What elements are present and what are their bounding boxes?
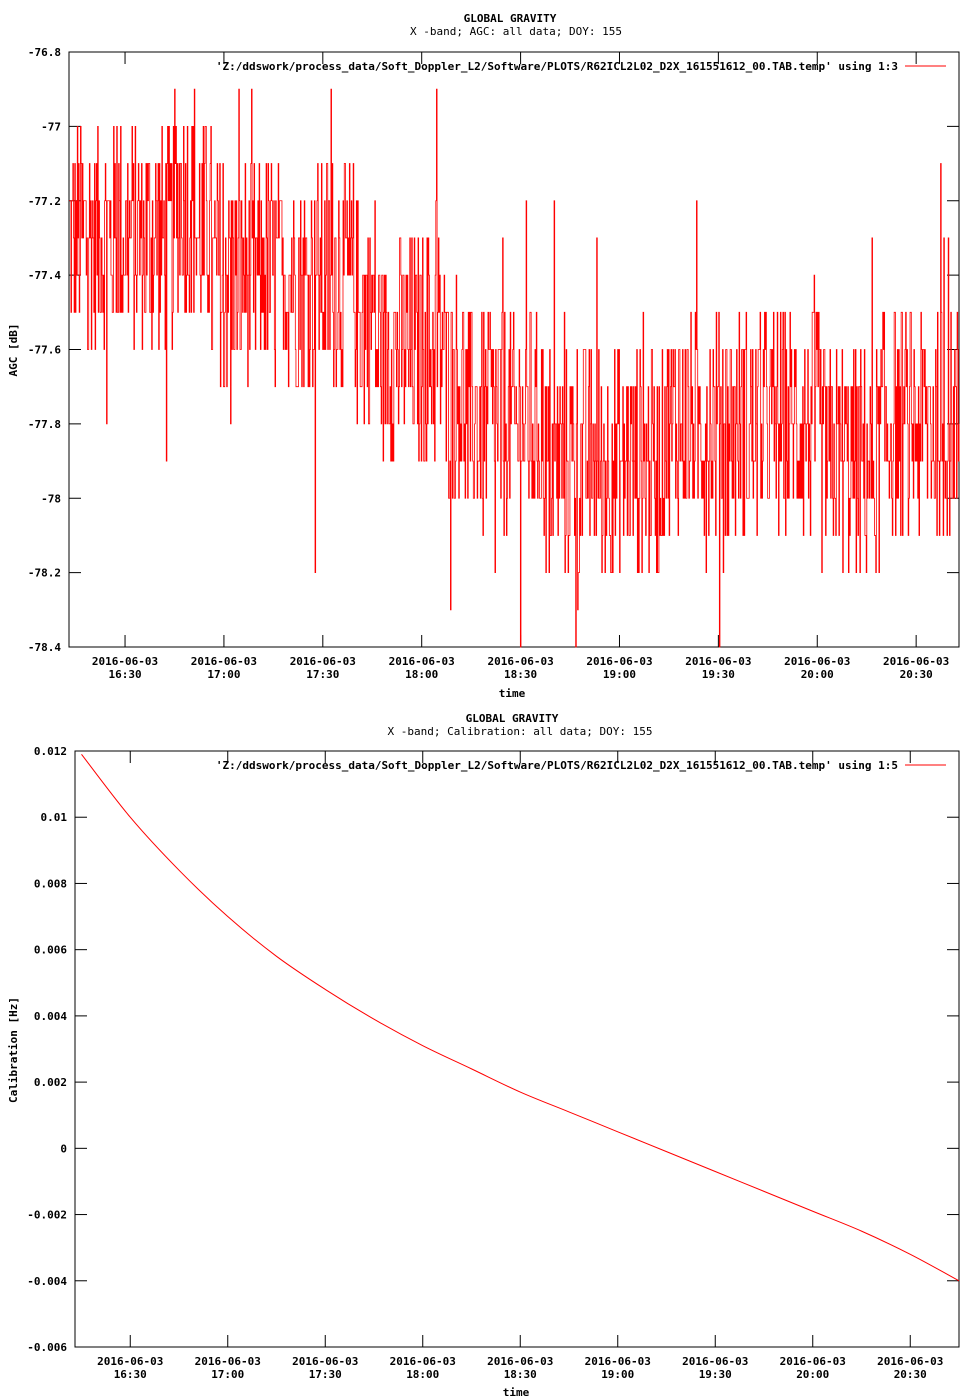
x-tick-date: 2016-06-03 bbox=[883, 655, 949, 668]
chart-title-line1: GLOBAL GRAVITY bbox=[464, 12, 557, 25]
x-tick-time: 19:30 bbox=[699, 1368, 732, 1381]
x-tick-time: 17:00 bbox=[211, 1368, 244, 1381]
y-tick-label: -78.4 bbox=[28, 641, 61, 654]
x-tick-time: 18:30 bbox=[504, 668, 537, 681]
x-tick-time: 19:00 bbox=[603, 668, 636, 681]
x-tick-date: 2016-06-03 bbox=[487, 1355, 553, 1368]
plot-frame bbox=[74, 750, 960, 1348]
x-tick-time: 16:30 bbox=[108, 668, 141, 681]
y-tick-label: 0.008 bbox=[34, 877, 67, 890]
y-tick-label: -0.006 bbox=[27, 1341, 67, 1354]
y-tick-label: 0.002 bbox=[34, 1076, 67, 1089]
x-tick-date: 2016-06-03 bbox=[97, 1355, 163, 1368]
x-tick-time: 17:30 bbox=[309, 1368, 342, 1381]
x-tick-date: 2016-06-03 bbox=[586, 655, 652, 668]
y-tick-label: -77.8 bbox=[28, 418, 61, 431]
y-tick-label: 0.006 bbox=[34, 944, 67, 957]
x-tick-time: 16:30 bbox=[114, 1368, 147, 1381]
series-calibration bbox=[81, 754, 960, 1282]
y-tick-label: 0.004 bbox=[34, 1010, 67, 1023]
y-axis-label: Calibration [Hz] bbox=[7, 997, 20, 1103]
x-tick-time: 17:30 bbox=[306, 668, 339, 681]
y-axis-ticks: 0.012 0.01 0.008 0.006 0.004 0.002 0 -0.002 -0.0… bbox=[27, 745, 959, 1354]
y-tick-label: -0.004 bbox=[27, 1275, 67, 1288]
y-tick-label: -78 bbox=[41, 492, 61, 505]
x-tick-date: 2016-06-03 bbox=[877, 1355, 943, 1368]
series-agc bbox=[69, 88, 960, 648]
x-tick-time: 20:00 bbox=[801, 668, 834, 681]
x-axis-label: time bbox=[503, 1386, 530, 1399]
x-tick-date: 2016-06-03 bbox=[487, 655, 553, 668]
y-tick-label: -0.002 bbox=[27, 1209, 67, 1222]
chart-title-line2: X -band; Calibration: all data; DOY: 155 bbox=[388, 725, 653, 738]
x-axis-ticks: 2016-06-0316:302016-06-0317:002016-06-03… bbox=[97, 751, 943, 1381]
chart-title-line1: GLOBAL GRAVITY bbox=[466, 712, 559, 725]
x-tick-time: 18:00 bbox=[405, 668, 438, 681]
y-axis-label: AGC [dB] bbox=[7, 324, 20, 377]
x-tick-date: 2016-06-03 bbox=[195, 1355, 261, 1368]
y-tick-label: -77.2 bbox=[28, 195, 61, 208]
legend-label: 'Z:/ddswork/process_data/Soft_Doppler_L2… bbox=[216, 60, 898, 73]
agc-chart: GLOBAL GRAVITY X -band; AGC: all data; D… bbox=[7, 12, 960, 700]
legend: 'Z:/ddswork/process_data/Soft_Doppler_L2… bbox=[216, 759, 946, 772]
y-tick-label: 0 bbox=[60, 1142, 67, 1155]
y-tick-label: -77.6 bbox=[28, 344, 61, 357]
x-tick-time: 17:00 bbox=[207, 668, 240, 681]
x-tick-date: 2016-06-03 bbox=[191, 655, 257, 668]
x-tick-time: 20:30 bbox=[900, 668, 933, 681]
legend-label: 'Z:/ddswork/process_data/Soft_Doppler_L2… bbox=[216, 759, 898, 772]
x-tick-time: 18:00 bbox=[406, 1368, 439, 1381]
x-tick-date: 2016-06-03 bbox=[780, 1355, 846, 1368]
legend: 'Z:/ddswork/process_data/Soft_Doppler_L2… bbox=[216, 60, 946, 73]
x-tick-time: 20:30 bbox=[894, 1368, 927, 1381]
x-tick-time: 20:00 bbox=[796, 1368, 829, 1381]
y-tick-label: -77.4 bbox=[28, 269, 61, 282]
y-tick-label: -76.8 bbox=[28, 46, 61, 59]
chart-title-line2: X -band; AGC: all data; DOY: 155 bbox=[410, 25, 622, 38]
x-tick-date: 2016-06-03 bbox=[389, 655, 455, 668]
x-axis-label: time bbox=[499, 687, 526, 700]
x-tick-date: 2016-06-03 bbox=[784, 655, 850, 668]
x-tick-date: 2016-06-03 bbox=[390, 1355, 456, 1368]
x-tick-date: 2016-06-03 bbox=[292, 1355, 358, 1368]
y-tick-label: -77 bbox=[41, 120, 61, 133]
y-tick-label: 0.012 bbox=[34, 745, 67, 758]
calibration-chart: GLOBAL GRAVITY X -band; Calibration: all… bbox=[7, 712, 960, 1399]
x-tick-time: 18:30 bbox=[504, 1368, 537, 1381]
x-tick-date: 2016-06-03 bbox=[685, 655, 751, 668]
agc-line bbox=[69, 88, 960, 648]
x-tick-date: 2016-06-03 bbox=[92, 655, 158, 668]
x-tick-time: 19:00 bbox=[601, 1368, 634, 1381]
x-tick-date: 2016-06-03 bbox=[682, 1355, 748, 1368]
x-axis-ticks: 2016-06-0316:302016-06-0317:002016-06-03… bbox=[92, 52, 949, 681]
x-tick-time: 19:30 bbox=[702, 668, 735, 681]
y-tick-label: 0.01 bbox=[41, 811, 68, 824]
x-tick-date: 2016-06-03 bbox=[290, 655, 356, 668]
x-tick-date: 2016-06-03 bbox=[585, 1355, 651, 1368]
y-tick-label: -78.2 bbox=[28, 567, 61, 580]
calibration-line bbox=[81, 754, 960, 1282]
